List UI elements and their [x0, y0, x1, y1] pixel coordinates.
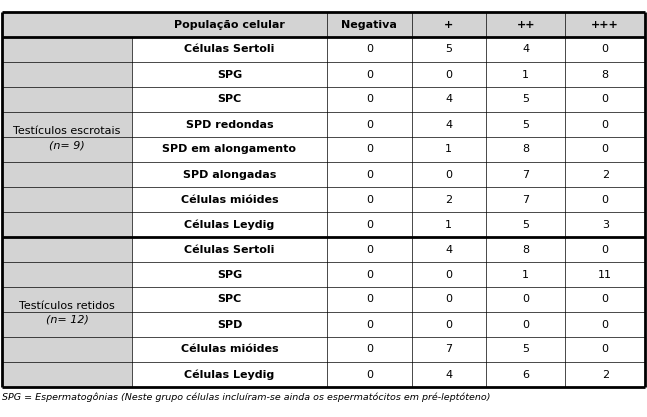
Text: 1: 1 [522, 269, 529, 279]
Text: 2: 2 [602, 169, 609, 179]
Text: 0: 0 [366, 45, 373, 55]
Text: População celular: População celular [174, 20, 285, 30]
Text: 7: 7 [445, 344, 452, 354]
Text: 0: 0 [445, 169, 452, 179]
Text: 1: 1 [445, 219, 452, 229]
Text: 3: 3 [602, 219, 609, 229]
Text: 5: 5 [522, 219, 529, 229]
Text: 0: 0 [445, 269, 452, 279]
Text: SPG: SPG [217, 70, 242, 80]
Text: 0: 0 [602, 344, 609, 354]
Text: Testículos escrotais: Testículos escrotais [14, 126, 121, 136]
Text: 0: 0 [602, 194, 609, 204]
Text: +++: +++ [591, 20, 619, 30]
Bar [2, 237, 132, 387]
Text: Células mióides: Células mióides [181, 344, 278, 354]
Text: SPD: SPD [217, 319, 242, 329]
Text: 0: 0 [602, 120, 609, 130]
Text: 0: 0 [602, 145, 609, 155]
Text: ++: ++ [516, 20, 535, 30]
Text: 6: 6 [522, 369, 529, 379]
Text: SPG = Espermatogônias (Neste grupo células incluíram-se ainda os espermatócitos : SPG = Espermatogônias (Neste grupo célul… [2, 392, 490, 402]
Text: 5: 5 [522, 120, 529, 130]
Text: Células Sertoli: Células Sertoli [184, 244, 275, 254]
Text: 0: 0 [602, 45, 609, 55]
Text: Células Sertoli: Células Sertoli [184, 45, 275, 55]
Text: 0: 0 [522, 319, 529, 329]
Text: 2: 2 [602, 369, 609, 379]
Text: SPD em alongamento: SPD em alongamento [162, 145, 296, 155]
Text: 1: 1 [522, 70, 529, 80]
Text: 8: 8 [522, 244, 529, 254]
Text: +: + [444, 20, 454, 30]
Text: SPC: SPC [217, 294, 241, 304]
Text: 4: 4 [522, 45, 529, 55]
Text: (n= 12): (n= 12) [45, 315, 89, 325]
Text: 0: 0 [366, 344, 373, 354]
Text: Células Leydig: Células Leydig [184, 369, 274, 380]
Text: 8: 8 [522, 145, 529, 155]
Text: 0: 0 [602, 95, 609, 105]
Text: 0: 0 [445, 294, 452, 304]
Text: 0: 0 [366, 244, 373, 254]
Text: SPD redondas: SPD redondas [186, 120, 273, 130]
Text: SPG: SPG [217, 269, 242, 279]
Bar [132, 237, 645, 387]
Text: 0: 0 [522, 294, 529, 304]
Text: SPC: SPC [217, 95, 241, 105]
Text: 0: 0 [366, 319, 373, 329]
Text: 5: 5 [445, 45, 452, 55]
Text: 5: 5 [522, 95, 529, 105]
Text: 0: 0 [366, 120, 373, 130]
Text: 4: 4 [445, 95, 452, 105]
Text: Células mióides: Células mióides [181, 194, 278, 204]
Bar [132, 37, 645, 237]
Text: Células Leydig: Células Leydig [184, 219, 274, 230]
Text: 0: 0 [366, 194, 373, 204]
Text: 0: 0 [366, 219, 373, 229]
Text: 0: 0 [366, 294, 373, 304]
Text: (n= 9): (n= 9) [49, 140, 85, 150]
Text: 0: 0 [366, 269, 373, 279]
Text: 11: 11 [598, 269, 612, 279]
Text: 0: 0 [366, 369, 373, 379]
Text: 0: 0 [445, 319, 452, 329]
Text: 0: 0 [602, 319, 609, 329]
Text: 4: 4 [445, 120, 452, 130]
Text: 4: 4 [445, 369, 452, 379]
Bar [2, 12, 645, 37]
Text: 0: 0 [366, 70, 373, 80]
Text: 0: 0 [602, 244, 609, 254]
Text: 7: 7 [522, 169, 529, 179]
Text: SPD alongadas: SPD alongadas [183, 169, 276, 179]
Text: 1: 1 [445, 145, 452, 155]
Text: Negativa: Negativa [342, 20, 397, 30]
Text: 2: 2 [445, 194, 452, 204]
Text: 0: 0 [366, 169, 373, 179]
Bar [2, 37, 132, 237]
Text: 5: 5 [522, 344, 529, 354]
Text: 7: 7 [522, 194, 529, 204]
Text: 4: 4 [445, 244, 452, 254]
Text: 0: 0 [366, 95, 373, 105]
Text: 0: 0 [445, 70, 452, 80]
Text: 8: 8 [602, 70, 609, 80]
Text: 0: 0 [366, 145, 373, 155]
Text: 0: 0 [602, 294, 609, 304]
Text: Testículos retidos: Testículos retidos [19, 301, 115, 311]
